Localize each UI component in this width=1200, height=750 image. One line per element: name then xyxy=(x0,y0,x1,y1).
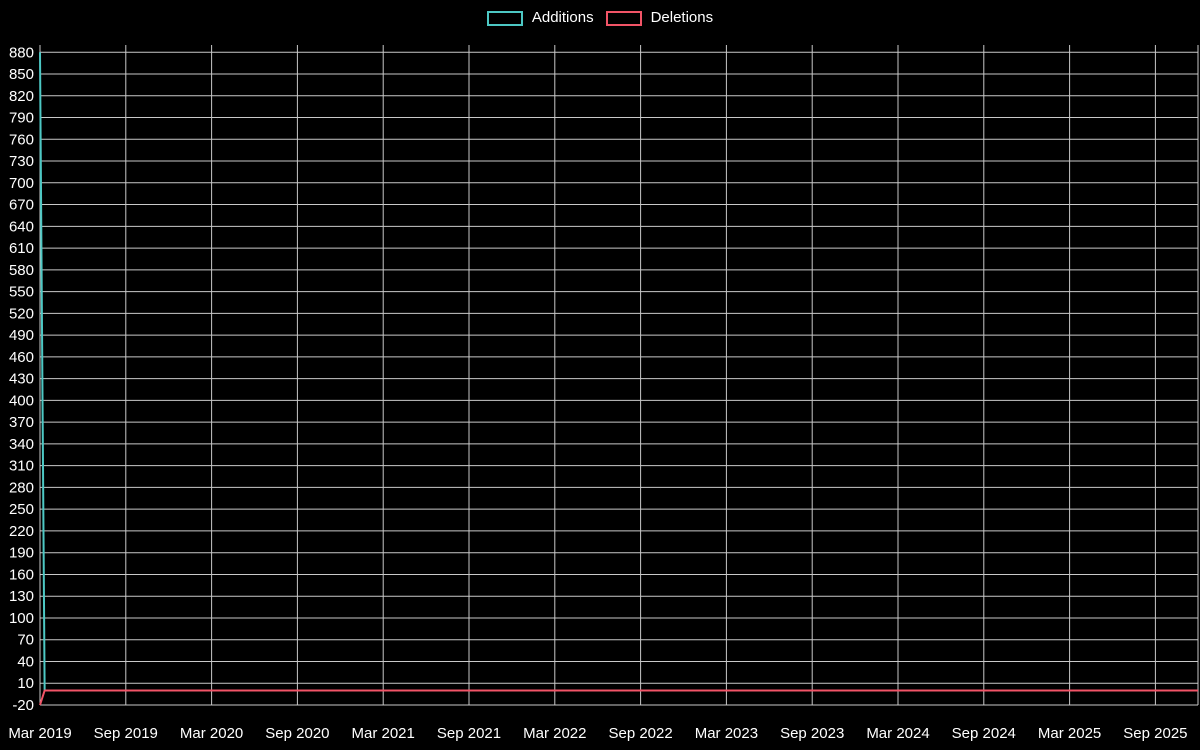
y-tick-label: 100 xyxy=(9,610,34,627)
x-tick-label: Mar 2019 xyxy=(8,725,71,742)
x-tick-label: Sep 2020 xyxy=(265,725,329,742)
y-tick-label: 370 xyxy=(9,414,34,431)
y-tick-label: 880 xyxy=(9,44,34,61)
legend-label-additions: Additions xyxy=(531,9,594,26)
y-tick-label: 490 xyxy=(9,327,34,344)
y-tick-label: 580 xyxy=(9,262,34,279)
y-tick-label: 610 xyxy=(9,240,34,257)
y-tick-label: 40 xyxy=(17,653,34,670)
y-tick-label: 670 xyxy=(9,197,34,214)
legend-item-additions[interactable]: Additions xyxy=(486,8,594,28)
y-tick-label: 310 xyxy=(9,458,34,475)
x-tick-label: Mar 2025 xyxy=(1038,725,1101,742)
x-tick-label: Mar 2023 xyxy=(695,725,758,742)
y-tick-label: 550 xyxy=(9,284,34,301)
y-tick-label: 190 xyxy=(9,545,34,562)
y-tick-label: 250 xyxy=(9,501,34,518)
additions-swatch-icon xyxy=(486,10,523,26)
y-tick-label: 280 xyxy=(9,479,34,496)
y-tick-label: 340 xyxy=(9,436,34,453)
series-line-deletions xyxy=(39,689,1198,706)
x-tick-label: Mar 2022 xyxy=(523,725,586,742)
y-tick-label: 130 xyxy=(9,588,34,605)
chart-legend: Additions Deletions xyxy=(0,8,1200,28)
y-tick-label: 160 xyxy=(9,566,34,583)
y-tick-label: 820 xyxy=(9,88,34,105)
y-tick-label: 730 xyxy=(9,153,34,170)
y-tick-label: 700 xyxy=(9,175,34,192)
y-tick-label: 850 xyxy=(9,66,34,83)
y-tick-label: 520 xyxy=(9,305,34,322)
y-tick-label: -20 xyxy=(12,697,34,714)
x-tick-label: Sep 2022 xyxy=(608,725,672,742)
legend-label-deletions: Deletions xyxy=(650,9,714,26)
series-line-additions xyxy=(39,52,1198,692)
y-tick-label: 760 xyxy=(9,131,34,148)
y-tick-label: 70 xyxy=(17,632,34,649)
y-tick-label: 790 xyxy=(9,110,34,127)
x-tick-label: Sep 2021 xyxy=(437,725,501,742)
x-tick-label: Mar 2021 xyxy=(352,725,415,742)
y-tick-label: 430 xyxy=(9,371,34,388)
x-tick-label: Sep 2019 xyxy=(94,725,158,742)
deletions-swatch-icon xyxy=(605,10,642,26)
y-tick-label: 220 xyxy=(9,523,34,540)
x-tick-label: Sep 2024 xyxy=(952,725,1016,742)
y-tick-label: 460 xyxy=(9,349,34,366)
x-tick-label: Mar 2020 xyxy=(180,725,243,742)
x-tick-label: Sep 2025 xyxy=(1123,725,1187,742)
y-tick-label: 10 xyxy=(17,675,34,692)
x-tick-label: Mar 2024 xyxy=(866,725,929,742)
y-tick-label: 640 xyxy=(9,218,34,235)
legend-item-deletions[interactable]: Deletions xyxy=(605,8,714,28)
y-tick-label: 400 xyxy=(9,392,34,409)
x-tick-label: Sep 2023 xyxy=(780,725,844,742)
